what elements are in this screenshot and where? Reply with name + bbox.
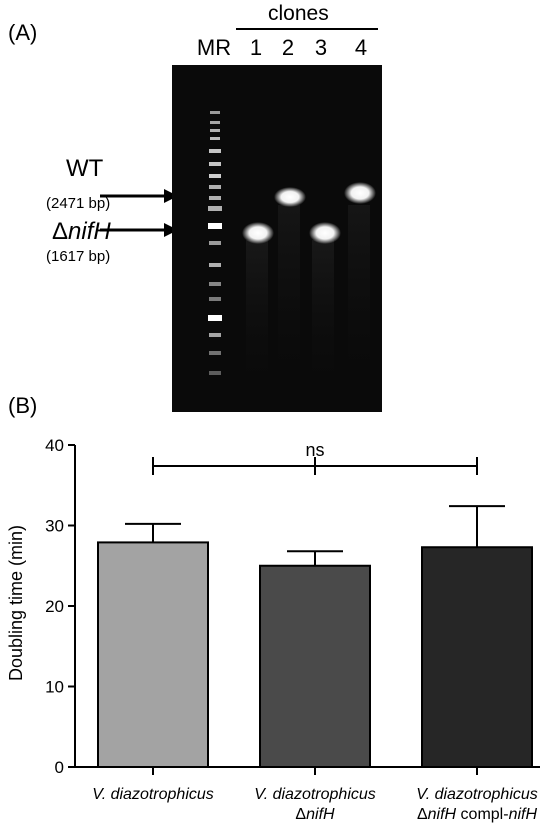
delta-nifh-label: ΔnifH [52,218,111,246]
panel-a-label: (A) [8,20,38,45]
x-axis-labels: V. diazotrophicus V. diazotrophicus ΔnifHV… [92,786,538,823]
x-category-label-part: Δ [295,806,306,823]
x-category-label-part: compl- [456,806,508,823]
delta-symbol: Δ [52,218,69,245]
significance-label: ns [305,440,324,460]
clones-bracket-line [236,28,378,30]
bar-1 [97,541,209,768]
x-category-label-2: V. diazotrophicus ΔnifH [254,786,376,823]
x-category-label-part: V. diazotrophicus [416,786,538,803]
band-clone-1 [242,222,274,244]
lane-label-2: 2 [281,35,295,60]
lane-label-mr: MR [196,35,232,60]
bars [75,541,540,775]
x-category-label-part: V. diazotrophicus [254,786,376,803]
x-category-label-part: Δ [417,806,428,823]
bar-2 [259,564,371,768]
error-bars [125,505,505,566]
lane-label-1: 1 [249,35,263,60]
wt-arrow-icon [100,189,178,203]
panel-b-label: (B) [8,393,38,418]
x-category-label-1: V. diazotrophicus [92,786,214,803]
lane-label-3: 3 [314,35,328,60]
y-tick-label: 30 [45,517,64,536]
wt-size-label: (2471 bp) [46,195,111,212]
x-category-label-part: V. diazotrophicus [92,786,214,803]
y-axis-label: Doubling time (min) [6,525,26,681]
x-category-label-3: V. diazotrophicus ΔnifH compl-nifH [416,786,538,823]
delta-arrow-icon [100,223,178,237]
clones-label: clones [268,2,329,25]
y-tick-label: 0 [55,758,64,777]
y-tick-label: 40 [45,436,64,455]
band-clone-3 [309,222,341,244]
ladder-lane [208,111,222,375]
y-axis: 0 10 20 30 40 [45,436,76,777]
significance-bracket: ns [152,440,478,475]
delta-size-label: (1617 bp) [46,248,111,265]
gel-image [172,65,382,412]
wt-label: WT [66,155,104,182]
x-category-label-part: nifH [428,806,457,823]
bar-3 [421,546,533,768]
lane-label-4: 4 [354,35,368,60]
x-category-label-part: nifH [306,806,335,823]
y-tick-label: 20 [45,597,64,616]
doubling-time-chart: Doubling time (min) 0 10 20 30 40 ns V. diaz… [6,436,540,823]
x-category-label-part: nifH [509,806,538,823]
y-tick-label: 10 [45,678,64,697]
band-clone-4 [344,182,376,204]
band-clone-2 [274,187,306,207]
